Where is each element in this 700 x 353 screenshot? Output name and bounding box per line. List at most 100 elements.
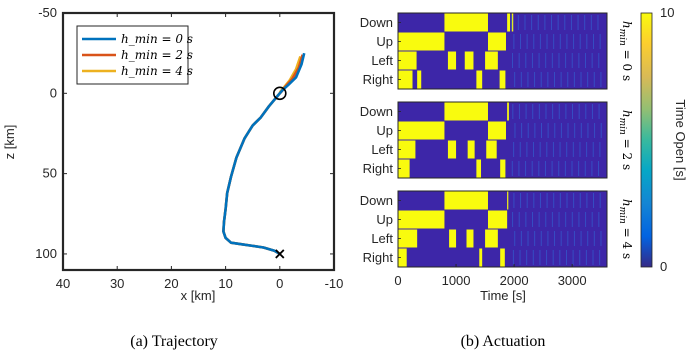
actuation-cell — [398, 70, 413, 89]
panel-label-var: h — [620, 21, 634, 29]
actuation-streak — [540, 72, 542, 87]
actuation-cell — [500, 248, 505, 267]
y-tick-label: 50 — [43, 166, 57, 181]
actuation-streak — [544, 161, 546, 176]
actuation-streak — [534, 72, 536, 87]
actuation-cell — [479, 248, 483, 267]
actuation-cell — [398, 32, 445, 51]
actuation-streak — [573, 72, 575, 87]
actuation-streak — [572, 142, 574, 157]
actuation-streak — [580, 72, 582, 87]
actuation-streak — [514, 72, 516, 87]
actuation-streak — [519, 142, 521, 157]
actuation-streak — [565, 250, 567, 265]
actuation-streak — [585, 250, 587, 265]
actuation-streak — [546, 250, 548, 265]
actuation-streak — [587, 231, 589, 246]
actuation-streak — [559, 142, 561, 157]
legend-entry-2: h_min = 4 s — [121, 64, 193, 78]
actuation-streak — [593, 193, 595, 208]
actuation-cell — [507, 102, 509, 121]
actuation-streak — [553, 34, 555, 49]
panel-label-0: hmin = 0 s — [617, 21, 634, 81]
actuation-streak — [534, 123, 536, 138]
x-tick-label: 3000 — [558, 273, 587, 288]
actuation-streak — [520, 231, 522, 246]
actuation-streak — [518, 212, 520, 227]
actuation-streak — [592, 142, 594, 157]
actuation-streak — [598, 53, 600, 68]
actuation-streak — [545, 104, 547, 119]
actuation-streak — [573, 231, 575, 246]
row-label-down: Down — [360, 104, 393, 119]
actuation-streak — [551, 212, 553, 227]
actuation-streak — [551, 15, 553, 30]
actuation-streak — [511, 15, 513, 30]
actuation-streak — [590, 15, 592, 30]
actuation-streak — [538, 104, 540, 119]
actuation-streak — [526, 142, 528, 157]
actuation-streak — [518, 104, 520, 119]
actuation-cell — [467, 140, 475, 159]
actuation-streak — [513, 142, 515, 157]
actuation-streak — [598, 161, 600, 176]
actuation-streak — [545, 53, 547, 68]
actuation-streak — [546, 142, 548, 157]
actuation-streak — [571, 161, 573, 176]
actuation-cell — [507, 13, 511, 32]
panel-label-var: h — [620, 199, 634, 207]
actuation-streak — [559, 250, 561, 265]
panel-label-sub: min — [617, 29, 627, 46]
actuation-streak — [514, 231, 516, 246]
actuation-panel-1: Down Up Left Right hmin = 2 s — [360, 101, 634, 179]
actuation-streak — [591, 53, 593, 68]
actuation-streak — [558, 161, 560, 176]
actuation-streak — [538, 53, 540, 68]
panel-frame — [397, 12, 608, 90]
actuation-cell — [398, 51, 417, 70]
actuation-streak — [527, 231, 529, 246]
actuation-streak — [547, 72, 549, 87]
actuation-streak — [579, 142, 581, 157]
actuation-streak — [553, 72, 555, 87]
x-tick-label: 1000 — [442, 273, 471, 288]
row-label-up: Up — [376, 123, 393, 138]
actuation-streak — [539, 250, 541, 265]
row-label-up: Up — [376, 34, 393, 49]
actuation-streak — [592, 34, 594, 49]
actuation-streak — [512, 53, 514, 68]
actuation-streak — [527, 72, 529, 87]
actuation-streak — [518, 53, 520, 68]
actuation-streak — [531, 15, 533, 30]
actuation-streak — [585, 104, 587, 119]
actuation-streak — [567, 231, 569, 246]
actuation-streak — [512, 250, 514, 265]
actuation-streak — [593, 231, 595, 246]
actuation-cell — [398, 140, 416, 159]
trajectory-ylabel: z [km] — [2, 125, 17, 160]
actuation-streak — [560, 231, 562, 246]
actuation-streak — [578, 104, 580, 119]
actuation-streak — [539, 34, 541, 49]
actuation-cell — [444, 13, 488, 32]
actuation-streak — [533, 142, 535, 157]
actuation-cell — [447, 140, 457, 159]
actuation-streak — [558, 53, 560, 68]
actuation-streak — [580, 231, 582, 246]
actuation-streak — [587, 72, 589, 87]
actuation-streak — [591, 104, 593, 119]
actuation-streak — [566, 193, 568, 208]
actuation-streak — [571, 53, 573, 68]
actuation-xlabel: Time [s] — [480, 288, 526, 303]
actuation-cell — [444, 191, 488, 210]
panel-label-value: = 2 s — [620, 135, 634, 170]
actuation-streak — [567, 72, 569, 87]
actuation-streak — [593, 72, 595, 87]
actuation-streak — [514, 123, 516, 138]
actuation-streak — [566, 34, 568, 49]
actuation-streak — [525, 212, 527, 227]
